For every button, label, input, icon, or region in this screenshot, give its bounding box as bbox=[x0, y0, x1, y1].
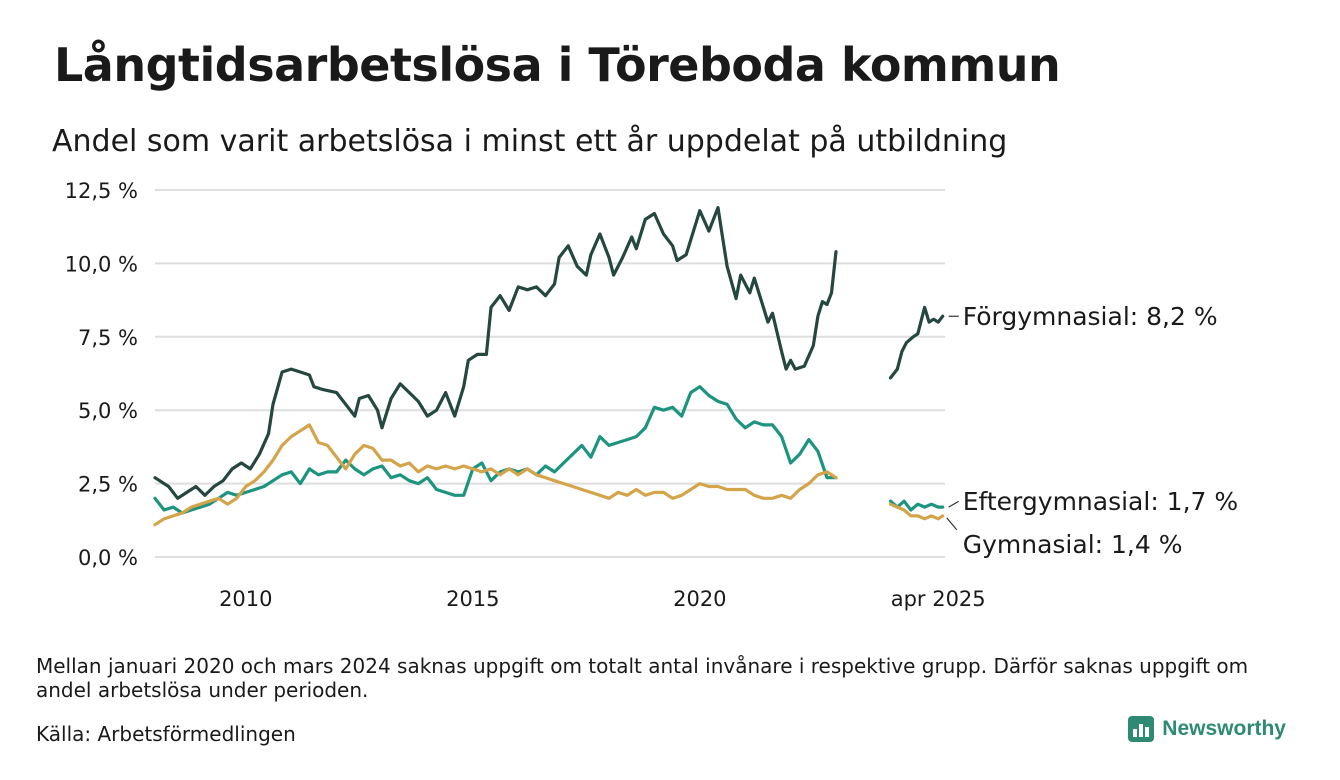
series-line-eftergymnasial-1 bbox=[888, 499, 945, 512]
series-line-gymnasial-0 bbox=[153, 423, 838, 527]
series-line-förgymnasial-1 bbox=[888, 305, 945, 380]
series-labels: Förgymnasial: 8,2 % Eftergymnasial: 1,7 %… bbox=[946, 302, 1238, 559]
x-tick-label: 2020 bbox=[673, 587, 726, 611]
y-tick-label: 0,0 % bbox=[78, 546, 138, 570]
label-leader bbox=[946, 517, 958, 531]
chart-subtitle: Andel som varit arbetslösa i minst ett å… bbox=[52, 124, 1008, 159]
chart-title: Långtidsarbetslösa i Töreboda kommun bbox=[54, 38, 1061, 92]
grid-lines bbox=[155, 189, 945, 558]
series-line-förgymnasial-0 bbox=[153, 206, 838, 500]
brand-name: Newsworthy bbox=[1162, 717, 1286, 740]
y-tick-label: 7,5 % bbox=[78, 326, 138, 350]
series-label-gymnasial: Gymnasial: 1,4 % bbox=[963, 530, 1183, 559]
newsworthy-logo-icon bbox=[1128, 716, 1155, 742]
series-line-eftergymnasial-0 bbox=[153, 385, 838, 515]
y-axis: 0,0 % 2,5 % 5,0 % 7,5 % 10,0 % 12,5 % bbox=[65, 179, 138, 570]
series-lines bbox=[153, 206, 945, 527]
y-tick-label: 2,5 % bbox=[78, 473, 138, 497]
series-line-gymnasial-1 bbox=[888, 502, 945, 521]
y-tick-label: 5,0 % bbox=[78, 399, 138, 423]
footnote: Mellan januari 2020 och mars 2024 saknas… bbox=[36, 654, 1249, 702]
brand-logo: Newsworthy bbox=[1128, 716, 1286, 742]
y-tick-label: 10,0 % bbox=[65, 252, 138, 276]
x-tick-label: apr 2025 bbox=[891, 587, 986, 611]
x-tick-label: 2015 bbox=[446, 587, 499, 611]
x-tick-label: 2010 bbox=[219, 587, 272, 611]
series-label-förgymnasial: Förgymnasial: 8,2 % bbox=[963, 302, 1218, 331]
label-leader bbox=[948, 500, 960, 508]
series-label-eftergymnasial: Eftergymnasial: 1,7 % bbox=[963, 487, 1238, 516]
y-tick-label: 12,5 % bbox=[65, 179, 138, 203]
x-axis: 2010 2015 2020 apr 2025 bbox=[219, 587, 986, 611]
line-chart: 0,0 %2,5 %5,0 %7,5 %10,0 %12,5 % 2010 201… bbox=[65, 179, 1239, 611]
source-text: Källa: Arbetsförmedlingen bbox=[36, 722, 296, 746]
